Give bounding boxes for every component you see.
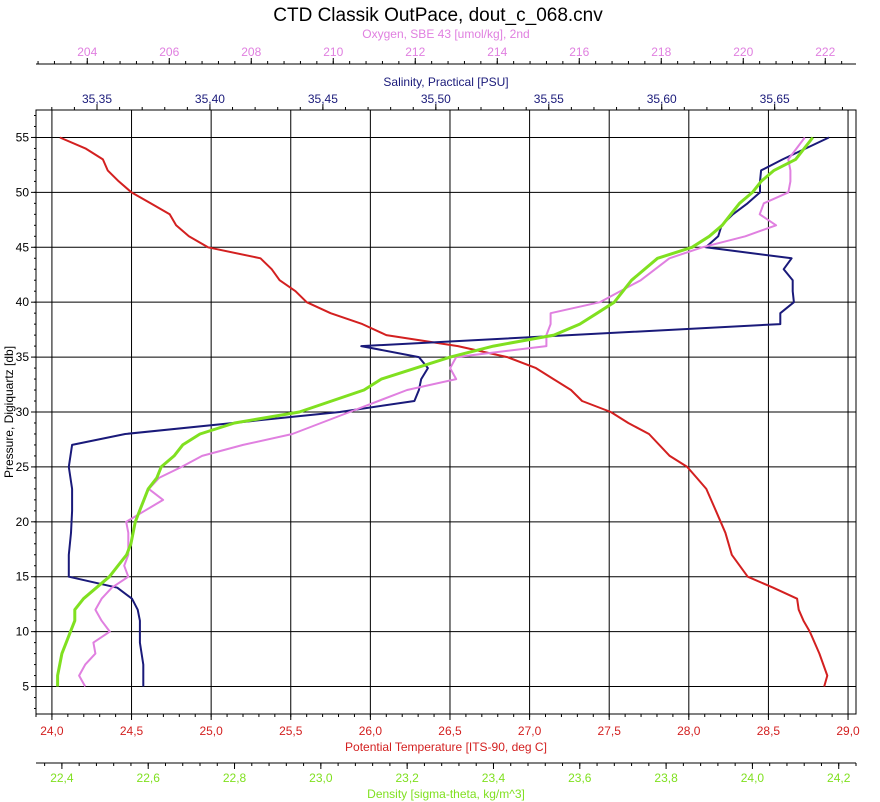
y-tick-label: 30 [16,405,30,419]
oxygen-tick-label: 222 [815,45,835,59]
density-tick-label: 24,0 [741,771,765,785]
chart-title: CTD Classik OutPace, dout_c_068.cnv [273,5,603,26]
axes: 5 10 15 20 25 30 35 40 45 50 55 Pressure, Digiquart… [2,27,860,801]
y-tick-label: 50 [16,185,30,199]
density-tick-label: 24,2 [827,771,851,785]
y-tick-label: 10 [16,625,30,639]
y-tick-label: 45 [16,240,30,254]
density-tick-label: 22,4 [50,771,74,785]
temperature-axis-title: Potential Temperature [ITS-90, deg C] [345,740,547,754]
y-tick-label: 40 [16,295,30,309]
temperature-tick-label: 27,0 [518,724,542,738]
density-tick-label: 23,8 [654,771,678,785]
y-tick-label: 5 [22,680,29,694]
temperature-tick-label: 24,5 [120,724,144,738]
density-tick-label: 23,6 [568,771,592,785]
oxygen-tick-label: 218 [651,45,671,59]
temperature-tick-label: 25,0 [199,724,223,738]
salinity-axis-title: Salinity, Practical [PSU] [383,75,508,89]
grid-lines [36,110,856,714]
y-axis-title: Pressure, Digiquartz [db] [2,346,16,478]
salinity-tick-label: 35,40 [195,92,225,106]
density-tick-label: 23,0 [309,771,333,785]
salinity-tick-label: 35,35 [82,92,112,106]
oxygen-tick-label: 212 [405,45,425,59]
oxygen-tick-label: 220 [733,45,753,59]
oxygen-tick-label: 210 [323,45,343,59]
oxygen-tick-label: 208 [241,45,261,59]
y-tick-label: 25 [16,460,30,474]
oxygen-tick-label: 214 [487,45,507,59]
salinity-tick-label: 35,50 [421,92,451,106]
density-axis-title: Density [sigma-theta, kg/m^3] [367,787,525,801]
temperature-tick-label: 29,0 [836,724,860,738]
data-series [56,136,830,687]
temperature-tick-label: 26,5 [438,724,462,738]
y-tick-label: 35 [16,350,30,364]
density-tick-label: 22,8 [223,771,247,785]
y-tick-label: 15 [16,570,30,584]
y-tick-label: 55 [16,130,30,144]
density-tick-label: 23,2 [395,771,419,785]
oxygen-series-line [78,136,806,687]
temperature-tick-label: 28,5 [757,724,781,738]
temperature-tick-label: 24,0 [40,724,64,738]
temperature-tick-label: 26,0 [359,724,383,738]
temperature-tick-label: 28,0 [677,724,701,738]
density-series-line [56,136,814,687]
salinity-tick-label: 35,55 [534,92,564,106]
salinity-tick-label: 35,45 [308,92,338,106]
y-tick-label: 20 [16,515,30,529]
oxygen-axis-title: Oxygen, SBE 43 [umol/kg], 2nd [362,27,529,41]
density-tick-label: 23,4 [482,771,506,785]
oxygen-tick-label: 206 [159,45,179,59]
temperature-tick-label: 27,5 [598,724,622,738]
oxygen-tick-label: 204 [77,45,97,59]
density-tick-label: 22,6 [137,771,161,785]
oxygen-tick-label: 216 [569,45,589,59]
salinity-tick-label: 35,65 [760,92,790,106]
salinity-tick-label: 35,60 [647,92,677,106]
temperature-tick-label: 25,5 [279,724,303,738]
temperature-series-line [59,136,829,687]
